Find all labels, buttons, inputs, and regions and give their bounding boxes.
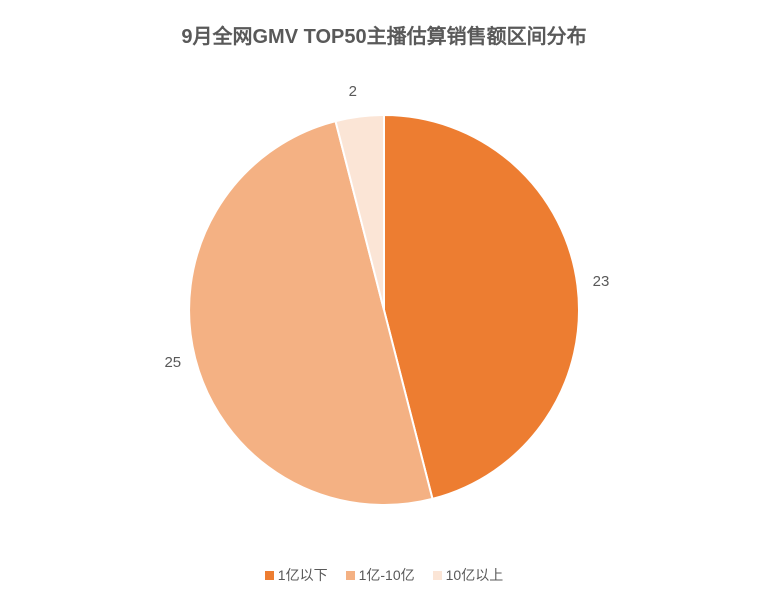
legend-label: 10亿以上 [446,565,504,585]
legend-label: 1亿以下 [278,565,328,585]
chart-container: 9月全网GMV TOP50主播估算销售额区间分布 1亿以下1亿-10亿10亿以上… [0,0,768,604]
pie-data-label: 23 [593,273,610,290]
legend-item: 1亿-10亿 [346,565,415,585]
pie-data-label: 25 [164,354,181,371]
legend-label: 1亿-10亿 [359,565,415,585]
pie-chart [0,0,768,604]
pie-data-label: 2 [349,83,357,100]
legend-item: 1亿以下 [265,565,328,585]
legend-item: 10亿以上 [433,565,504,585]
legend-swatch [433,571,442,580]
legend-swatch [265,571,274,580]
legend: 1亿以下 1亿-10亿 10亿以上 [0,565,768,585]
legend-swatch [346,571,355,580]
